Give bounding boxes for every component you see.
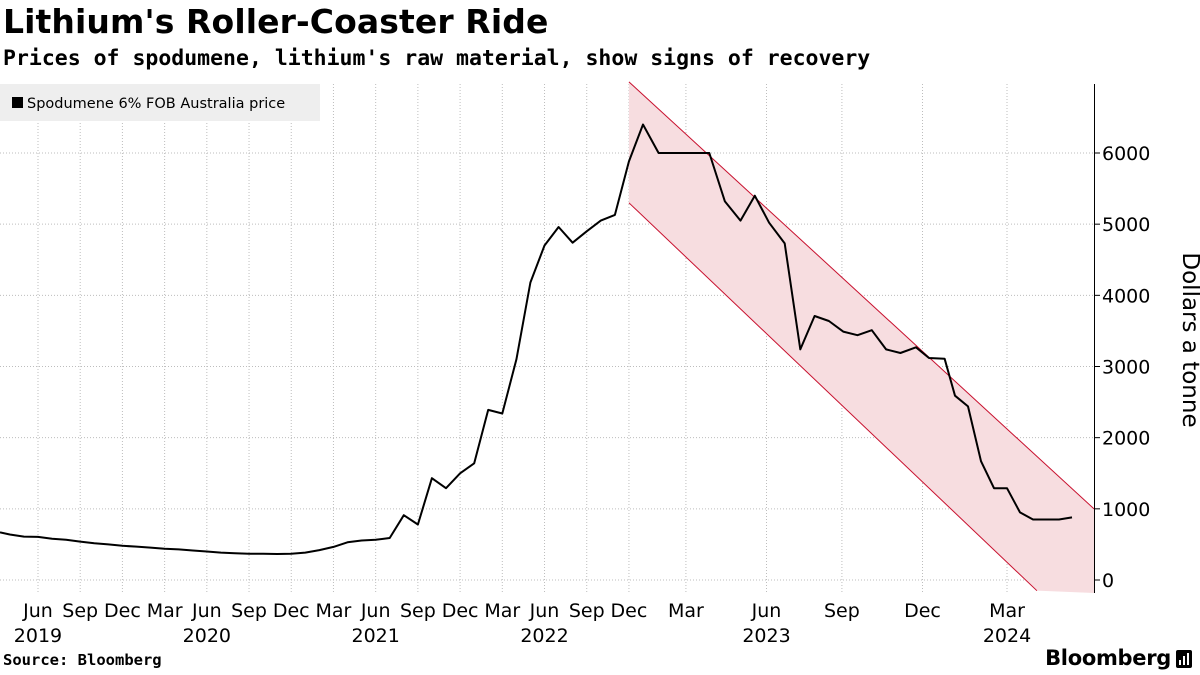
x-tick-label-13: Sep <box>569 600 605 622</box>
source-note: Source: Bloomberg <box>3 651 162 669</box>
chart-subtitle: Prices of spodumene, lithium's raw mater… <box>3 46 871 71</box>
x-year-label-1: 2020 <box>183 625 231 647</box>
y-tick-label-4: 4000 <box>1102 285 1150 307</box>
x-tick-label-3: Mar <box>147 600 183 622</box>
y-axis-ticks <box>1094 152 1100 581</box>
x-tick-label-4: Jun <box>191 600 222 622</box>
x-tick-label-9: Sep <box>400 600 436 622</box>
y-tick-label-6: 6000 <box>1102 143 1150 165</box>
x-tick-label-18: Dec <box>904 600 941 622</box>
x-axis-year-labels: 2019 2020 2021 2022 2023 2024 <box>14 625 1031 647</box>
x-tick-label-11: Mar <box>484 600 520 622</box>
x-year-label-5: 2024 <box>983 625 1031 647</box>
gridlines-y <box>0 152 1094 581</box>
x-tick-label-7: Mar <box>316 600 352 622</box>
x-tick-label-5: Sep <box>231 600 267 622</box>
y-tick-label-3: 3000 <box>1102 357 1150 379</box>
x-tick-label-6: Dec <box>273 600 310 622</box>
x-tick-label-10: Dec <box>442 600 479 622</box>
trend-channel-upper-line <box>628 81 1095 510</box>
legend: Spodumene 6% FOB Australia price <box>0 84 320 121</box>
x-year-label-0: 2019 <box>14 625 62 647</box>
x-tick-label-0: Jun <box>22 600 53 622</box>
chart-title: Lithium's Roller-Coaster Ride <box>3 2 549 41</box>
legend-label: Spodumene 6% FOB Australia price <box>27 96 285 112</box>
y-axis-tick-labels: 0 1000 2000 3000 4000 5000 6000 <box>1102 143 1150 592</box>
x-tick-label-17: Sep <box>824 600 860 622</box>
x-tick-label-1: Sep <box>62 600 98 622</box>
legend-background <box>0 84 320 121</box>
brand-name: Bloomberg <box>1045 646 1171 670</box>
x-year-label-4: 2023 <box>742 625 790 647</box>
y-tick-label-2: 2000 <box>1102 428 1150 450</box>
x-year-label-2: 2021 <box>351 625 399 647</box>
y-tick-label-0: 0 <box>1102 570 1114 592</box>
legend-swatch <box>12 97 23 108</box>
x-tick-label-16: Jun <box>751 600 782 622</box>
x-tick-label-15: Mar <box>668 600 704 622</box>
y-tick-label-1: 1000 <box>1102 499 1150 521</box>
x-tick-label-2: Dec <box>104 600 141 622</box>
series-line-spodumene-price <box>0 123 1073 555</box>
y-axis-title: Dollars a tonne <box>1177 252 1200 427</box>
trend-channel-lower-line <box>628 202 1038 592</box>
x-axis-tick-labels: Jun Sep Dec Mar Jun Sep Dec Mar Jun Sep Dec Mar Jun S… <box>22 600 1025 622</box>
x-year-label-3: 2022 <box>520 625 568 647</box>
x-tick-label-12: Jun <box>529 600 560 622</box>
x-tick-label-19: Mar <box>989 600 1025 622</box>
bloomberg-terminal-icon <box>1176 650 1192 668</box>
y-tick-label-5: 5000 <box>1102 214 1150 236</box>
x-tick-label-14: Dec <box>611 600 648 622</box>
x-tick-label-8: Jun <box>360 600 391 622</box>
trend-channel-band <box>628 81 1094 593</box>
brand: Bloomberg <box>1045 646 1192 670</box>
